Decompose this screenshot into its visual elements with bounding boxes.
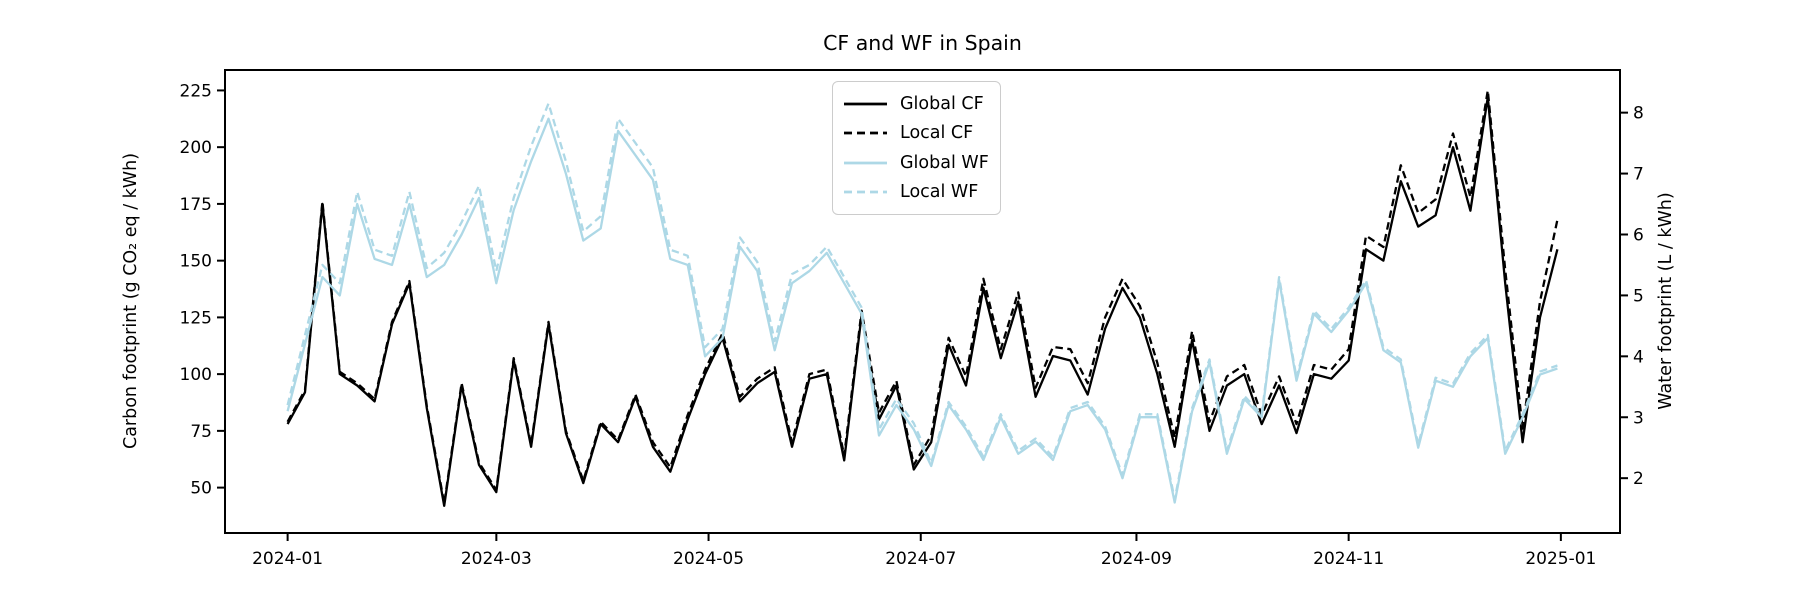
y-left-tick-label: 175 — [180, 195, 212, 215]
global-cf-line-sample-icon — [844, 102, 887, 106]
x-tick-label: 2025-01 — [1525, 549, 1596, 569]
legend: Global CF Local CF Global WF Local WF — [832, 81, 1001, 215]
x-tick-label: 2024-01 — [252, 549, 323, 569]
chart-title: CF and WF in Spain — [823, 31, 1022, 55]
legend-item-local-wf: Local WF — [844, 178, 989, 208]
global-wf-line-sample-icon — [844, 161, 887, 165]
legend-label-local-cf: Local CF — [900, 123, 974, 144]
y-right-tick-label: 3 — [1633, 408, 1644, 428]
y-right-tick-label: 8 — [1633, 104, 1644, 124]
y-axis-label-right: Water footprint (L / kWh) — [1656, 192, 1676, 410]
x-tick-label: 2024-09 — [1101, 549, 1172, 569]
local-cf-line-sample-icon — [844, 131, 887, 135]
y-left-tick-label: 225 — [180, 81, 212, 101]
x-tick-label: 2024-11 — [1313, 549, 1384, 569]
y-axis-label-left: Carbon footprint (g CO₂ eq / kWh) — [121, 152, 141, 450]
legend-label-local-wf: Local WF — [900, 182, 979, 203]
legend-label-global-wf: Global WF — [900, 152, 989, 173]
y-left-tick-label: 150 — [180, 252, 212, 272]
y-left-tick-label: 75 — [190, 422, 212, 442]
y-right-tick-label: 2 — [1633, 469, 1644, 489]
y-right-tick-label: 7 — [1633, 165, 1644, 185]
y-left-tick-label: 100 — [180, 365, 212, 385]
plot-border — [224, 69, 1621, 534]
legend-item-global-cf: Global CF — [844, 89, 989, 119]
y-right-tick-label: 6 — [1633, 225, 1644, 245]
legend-item-global-wf: Global WF — [844, 148, 989, 178]
legend-label-global-cf: Global CF — [900, 93, 984, 114]
global-wf-line — [286, 117, 1558, 504]
y-left-tick-label: 200 — [180, 138, 212, 158]
local-wf-line-sample-icon — [844, 190, 887, 194]
y-right-tick-label: 4 — [1633, 347, 1644, 367]
x-tick-label: 2024-03 — [461, 549, 532, 569]
local-wf-line — [286, 102, 1558, 501]
legend-item-local-cf: Local CF — [844, 119, 989, 149]
x-tick-label: 2024-07 — [885, 549, 956, 569]
y-right-tick-label: 5 — [1633, 286, 1644, 306]
x-tick-label: 2024-05 — [673, 549, 744, 569]
y-left-tick-label: 50 — [190, 479, 212, 499]
y-left-tick-label: 125 — [180, 308, 212, 328]
